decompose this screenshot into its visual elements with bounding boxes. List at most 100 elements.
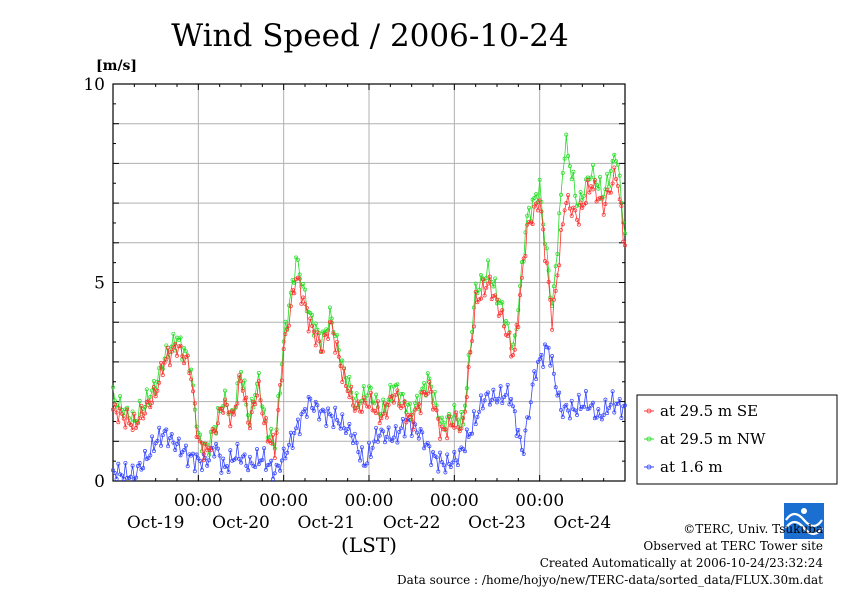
data-point (189, 377, 194, 382)
data-point (434, 455, 439, 460)
data-point (381, 397, 386, 402)
y-tick-label: 10 (83, 75, 105, 95)
data-point (583, 389, 588, 394)
data-point (315, 330, 320, 335)
data-point (527, 205, 531, 210)
data-point (569, 213, 574, 218)
data-point (361, 395, 366, 400)
data-point (363, 400, 368, 405)
data-point (621, 220, 626, 225)
data-point (535, 208, 540, 213)
data-point (310, 313, 315, 317)
data-point (477, 409, 482, 414)
data-point (191, 451, 195, 456)
data-point (534, 201, 539, 206)
data-point (541, 364, 546, 369)
x-time-labels: 00:00 00:00 00:00 00:00 00:00 (174, 491, 564, 511)
data-point (567, 206, 572, 211)
data-point (347, 422, 352, 426)
data-point (514, 433, 519, 438)
data-point (285, 450, 290, 455)
data-point (418, 426, 423, 431)
data-point (215, 421, 220, 426)
data-point (463, 409, 467, 414)
data-point (183, 349, 188, 354)
data-point (551, 284, 556, 289)
data-point (425, 371, 430, 376)
data-point (475, 414, 480, 419)
data-point (217, 453, 222, 458)
data-point (580, 197, 585, 202)
data-point (402, 434, 407, 439)
data-point (596, 407, 601, 412)
data-point (130, 463, 135, 468)
data-point (447, 461, 451, 466)
data-point (500, 401, 505, 406)
data-point (278, 391, 283, 396)
data-point (443, 470, 448, 475)
data-point (393, 424, 398, 429)
data-point (295, 417, 300, 422)
data-point (294, 255, 299, 260)
data-point (619, 203, 624, 208)
data-point (192, 401, 197, 406)
data-point (354, 391, 359, 396)
data-point (315, 403, 320, 408)
data-point (391, 400, 396, 405)
data-point (431, 400, 435, 405)
data-point (512, 347, 517, 352)
data-point (617, 396, 622, 401)
data-point (237, 373, 242, 378)
data-point (480, 406, 485, 411)
data-point (272, 471, 277, 476)
data-point (336, 348, 341, 353)
data-point (347, 395, 352, 400)
data-point (162, 360, 167, 365)
data-point (466, 434, 471, 439)
data-point (607, 184, 611, 189)
data-point (134, 425, 139, 430)
data-point (125, 407, 130, 412)
data-point (203, 441, 208, 446)
data-point (160, 433, 165, 438)
data-point (135, 464, 140, 468)
observed-text: Observed at TERC Tower site (643, 539, 823, 553)
data-point (420, 386, 425, 391)
data-point (301, 295, 306, 300)
data-point (422, 381, 427, 386)
data-point (292, 431, 297, 435)
data-point (583, 201, 588, 206)
data-point (219, 406, 224, 411)
data-point (379, 416, 384, 421)
x-day-label: Oct-22 (383, 513, 441, 533)
data-point (614, 401, 619, 406)
data-point (228, 424, 233, 429)
data-point (580, 404, 585, 409)
data-point (575, 203, 579, 208)
data-point (532, 204, 537, 209)
data-point (544, 345, 549, 350)
data-point (420, 430, 425, 435)
data-point (386, 425, 391, 430)
data-point (493, 276, 498, 281)
data-point (605, 187, 610, 192)
data-point (422, 446, 427, 451)
data-point (399, 426, 403, 431)
legend-label: at 29.5 m NW (660, 430, 766, 448)
data-point (527, 415, 531, 420)
data-point (226, 470, 231, 475)
data-point (610, 389, 615, 394)
data-point (167, 363, 172, 368)
data-point (484, 276, 489, 280)
data-point (287, 323, 291, 328)
x-day-label: Oct-24 (553, 513, 611, 533)
data-point (612, 165, 617, 170)
data-point (559, 192, 563, 197)
data-point (246, 420, 251, 425)
data-point (169, 432, 174, 437)
data-point (375, 399, 380, 404)
data-point (189, 367, 194, 372)
data-point (500, 300, 505, 305)
data-point (580, 205, 585, 210)
data-point (155, 388, 160, 393)
